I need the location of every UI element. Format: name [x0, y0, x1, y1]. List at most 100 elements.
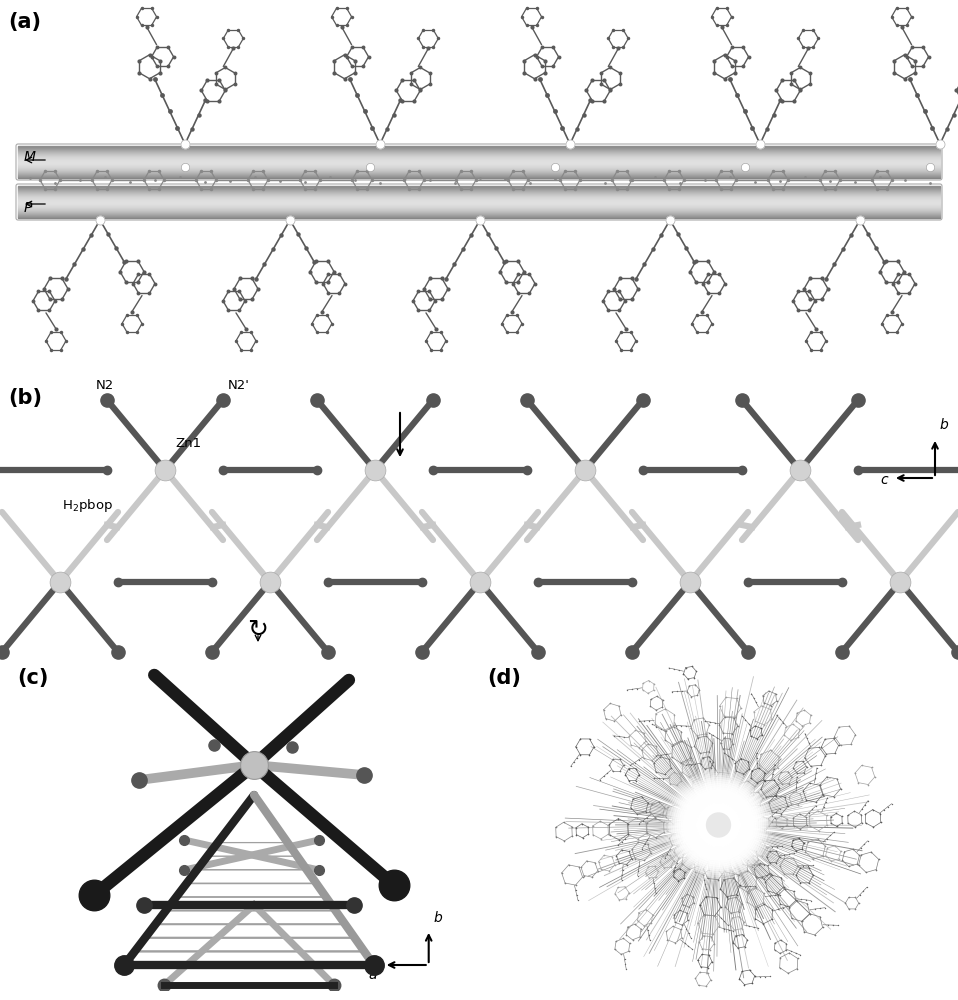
Bar [18, 156, 940, 157]
Bar [18, 160, 940, 161]
Circle shape [704, 811, 733, 839]
Circle shape [673, 779, 764, 871]
Text: b: b [434, 911, 443, 925]
Circle shape [675, 782, 762, 868]
Bar [18, 191, 940, 192]
Bar [18, 162, 940, 163]
Circle shape [686, 792, 751, 858]
Circle shape [663, 769, 774, 881]
Bar [18, 199, 940, 200]
Bar [18, 172, 940, 173]
Circle shape [688, 794, 749, 856]
Bar [18, 202, 940, 203]
Circle shape [661, 767, 776, 883]
Bar [18, 197, 940, 198]
Bar [18, 174, 940, 175]
Bar [18, 158, 940, 159]
Bar [18, 173, 940, 174]
Text: N2: N2 [96, 379, 114, 392]
Bar [18, 207, 940, 208]
Circle shape [692, 798, 745, 852]
Circle shape [694, 800, 743, 850]
Circle shape [717, 823, 720, 827]
Bar [18, 161, 940, 162]
Text: (c): (c) [17, 668, 49, 688]
Bar [18, 211, 940, 212]
Circle shape [679, 786, 758, 864]
Circle shape [683, 790, 754, 860]
Text: M: M [24, 150, 36, 164]
Bar [18, 210, 940, 211]
Bar [18, 208, 940, 209]
Bar [18, 192, 940, 193]
Bar [18, 171, 940, 172]
Text: c: c [880, 473, 888, 487]
Bar [18, 194, 940, 195]
Bar [18, 215, 940, 216]
Text: a: a [368, 968, 376, 982]
Bar [18, 176, 940, 177]
Text: N2': N2' [228, 379, 250, 392]
Bar [18, 195, 940, 196]
Bar [18, 155, 940, 156]
Bar [18, 175, 940, 176]
Circle shape [706, 813, 730, 837]
Circle shape [700, 806, 737, 844]
Circle shape [710, 817, 727, 833]
Bar [18, 212, 940, 213]
Bar [18, 203, 940, 204]
Bar [18, 170, 940, 171]
Circle shape [696, 803, 741, 847]
Bar [18, 159, 940, 160]
Circle shape [706, 813, 731, 837]
Text: H$_2$pbop: H$_2$pbop [62, 496, 113, 514]
Bar [18, 166, 940, 167]
Circle shape [713, 819, 724, 831]
Text: (a): (a) [8, 12, 41, 32]
Bar [18, 206, 940, 207]
Bar [18, 147, 940, 148]
Circle shape [677, 784, 760, 866]
Circle shape [681, 788, 756, 862]
Text: (d): (d) [487, 668, 521, 688]
Bar [18, 187, 940, 188]
Circle shape [702, 808, 735, 842]
Bar [18, 153, 940, 154]
Circle shape [669, 775, 768, 875]
Text: (b): (b) [8, 388, 42, 408]
Circle shape [671, 777, 766, 873]
Bar [18, 193, 940, 194]
Bar [18, 216, 940, 217]
Bar [18, 154, 940, 155]
Bar [18, 200, 940, 201]
Circle shape [665, 771, 772, 879]
Text: ↻: ↻ [247, 618, 268, 642]
Text: Zn1: Zn1 [175, 437, 201, 450]
Bar [18, 157, 940, 158]
Bar [18, 168, 940, 169]
Circle shape [667, 773, 770, 877]
Bar [18, 186, 940, 187]
Bar [18, 205, 940, 206]
Bar [18, 164, 940, 165]
Bar [18, 190, 940, 191]
Bar [18, 169, 940, 170]
Bar [18, 188, 940, 189]
Bar [18, 201, 940, 202]
Bar [18, 177, 940, 178]
Bar [18, 198, 940, 199]
Bar [18, 217, 940, 218]
Bar [18, 146, 940, 147]
Bar [18, 189, 940, 190]
Bar [18, 163, 940, 164]
Bar [18, 214, 940, 215]
Bar [18, 165, 940, 166]
Bar [18, 148, 940, 149]
Bar [18, 149, 940, 150]
Text: P: P [24, 201, 33, 215]
Bar [18, 209, 940, 210]
Bar [18, 213, 940, 214]
Text: b: b [940, 418, 948, 432]
Bar [18, 196, 940, 197]
Circle shape [708, 815, 729, 835]
